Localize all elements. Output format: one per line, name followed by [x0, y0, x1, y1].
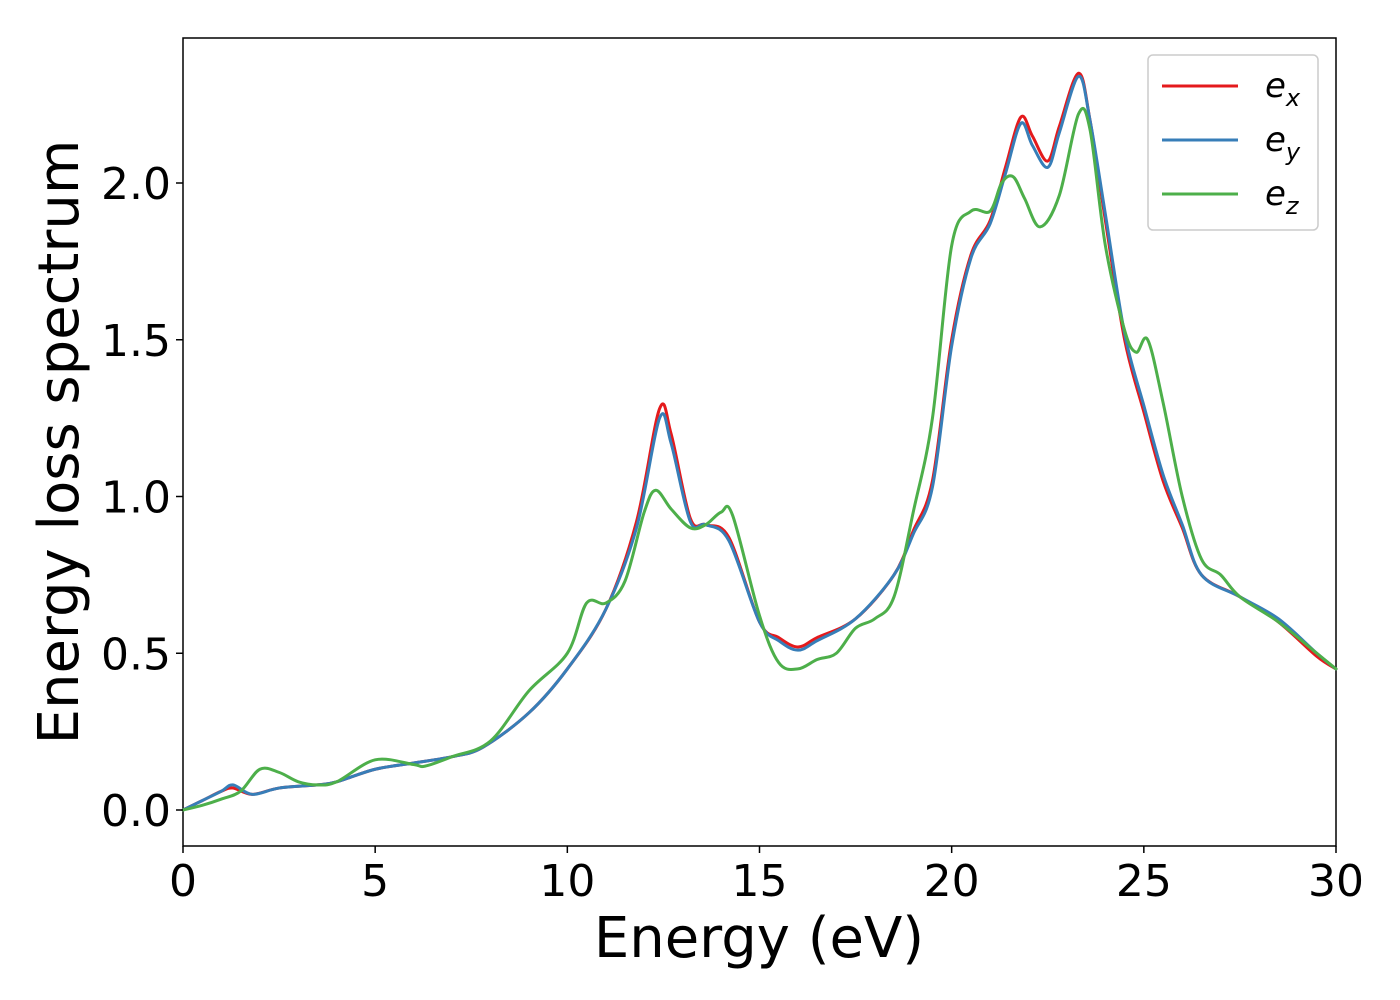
legend-frame: [1147, 54, 1319, 231]
y-tick-label: 2.0: [101, 159, 171, 210]
x-tick-label: 0: [169, 856, 197, 907]
x-tick-label: 15: [732, 856, 788, 907]
series-layer: [181, 71, 1338, 812]
y-axis-label: Energy loss spectrum: [27, 140, 92, 745]
legend: ex ey ez: [1147, 54, 1319, 231]
legend-label-z: ez: [1265, 174, 1300, 220]
series-line-z: [181, 106, 1338, 812]
y-tick-label: 0.0: [101, 786, 171, 837]
x-axis: 0 5 10 15 20 25 30: [169, 846, 1364, 907]
x-tick-label: 20: [924, 856, 980, 907]
y-tick-label: 1.0: [101, 473, 171, 524]
x-tick-label: 5: [361, 856, 389, 907]
legend-label-y: ey: [1265, 120, 1301, 166]
y-axis: 0.0 0.5 1.0 1.5 2.0: [101, 159, 183, 837]
x-tick-label: 30: [1308, 856, 1364, 907]
plot-area: [182, 37, 1337, 847]
y-tick-label: 0.5: [101, 629, 171, 680]
y-tick-label: 1.5: [101, 316, 171, 367]
legend-label-x: ex: [1265, 66, 1301, 112]
x-tick-label: 25: [1116, 856, 1172, 907]
x-tick-label: 10: [539, 856, 595, 907]
x-axis-label: Energy (eV): [594, 906, 924, 971]
